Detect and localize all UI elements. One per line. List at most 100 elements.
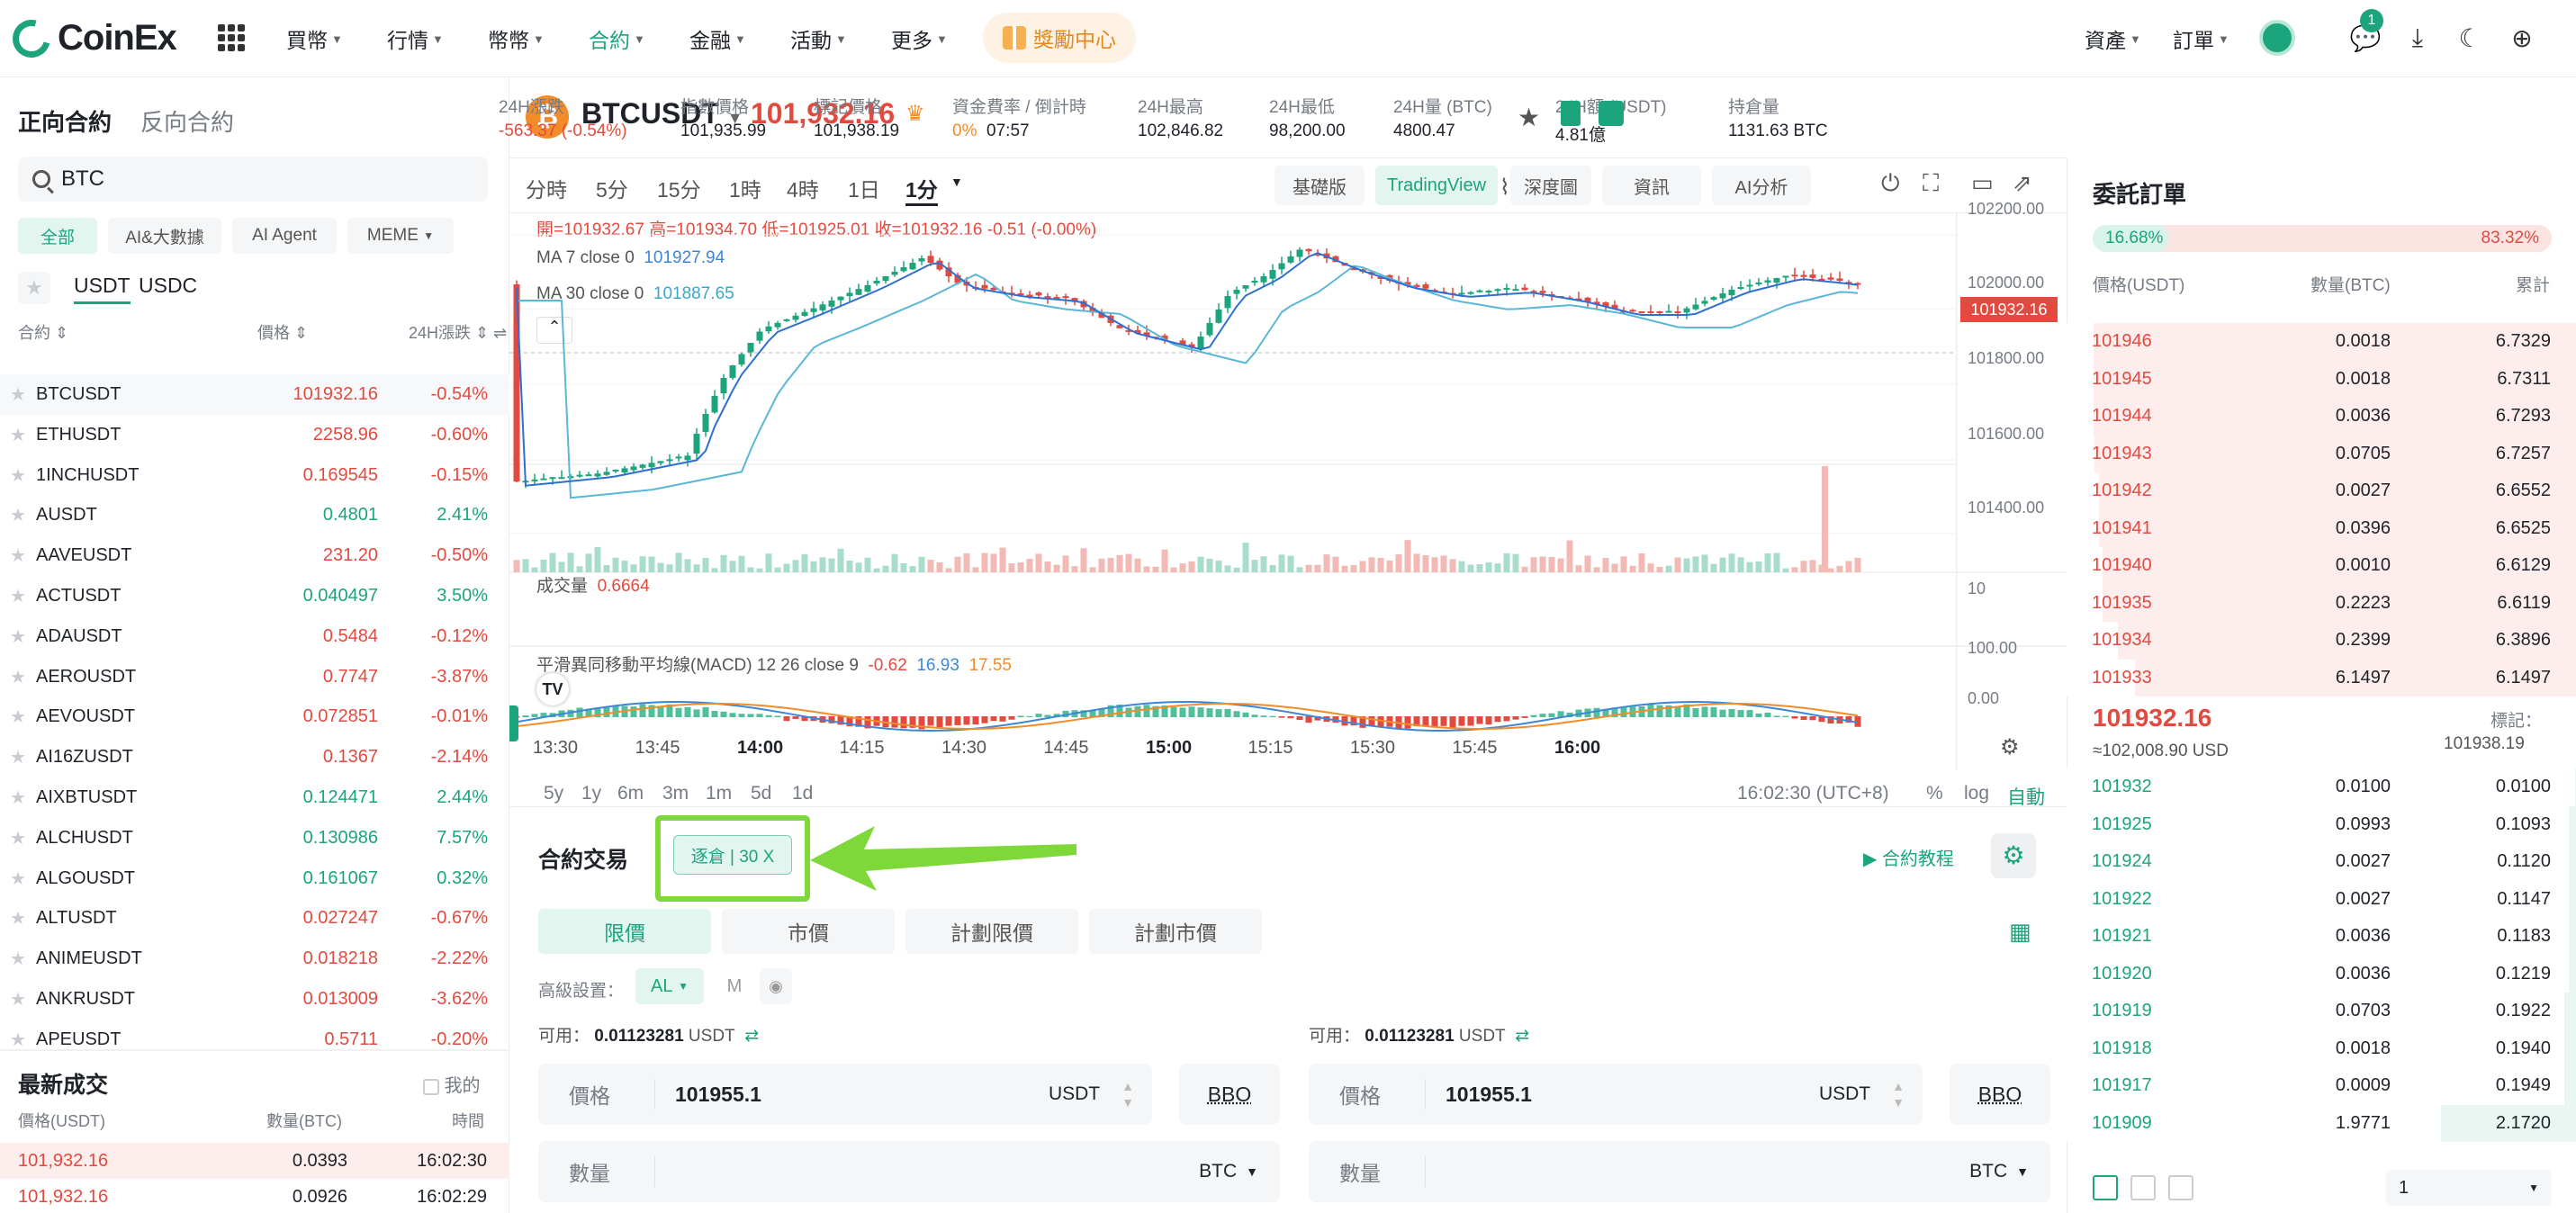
star-icon[interactable]: ★: [0, 1029, 36, 1051]
view-4[interactable]: AI分析: [1712, 166, 1811, 205]
bid-row[interactable]: 101917 0.0009 0.1949: [2067, 1067, 2576, 1105]
ask-row[interactable]: 101944 0.0036 6.7293: [2067, 398, 2576, 436]
coinex-logo[interactable]: CoinEx: [13, 18, 176, 58]
col-price[interactable]: 價格 ⇕: [257, 320, 308, 344]
timeframe-3[interactable]: 1時: [729, 173, 761, 203]
futures-tutorial-link[interactable]: ▶ 合約教程: [1863, 844, 1954, 870]
trade-settings-icon[interactable]: ⚙: [1991, 833, 2036, 878]
bid-row[interactable]: 101920 0.0036 0.1219: [2067, 956, 2576, 993]
ask-row[interactable]: 101940 0.0010 6.6129: [2067, 547, 2576, 585]
timeframe-2[interactable]: 15分: [657, 173, 701, 203]
view-0[interactable]: 基礎版: [1274, 166, 1365, 205]
bid-row[interactable]: 101918 0.0018 0.1940: [2067, 1030, 2576, 1068]
bid-row[interactable]: 101924 0.0027 0.1120: [2067, 843, 2576, 881]
range-3m[interactable]: 3m: [662, 783, 689, 804]
timeframe-dropdown-icon[interactable]: ▼: [950, 175, 963, 189]
nav-more[interactable]: 更多 ▼: [891, 23, 948, 54]
candlestick-chart[interactable]: [509, 212, 2067, 806]
bid-row[interactable]: 101921 0.0036 0.1183: [2067, 918, 2576, 956]
market-row[interactable]: ★ ALTUSDT 0.027247 -0.67%: [0, 898, 509, 939]
price-input[interactable]: 價格 101955.1 USDT ▲ ▼: [538, 1064, 1152, 1125]
nav-futures[interactable]: 合約 ▼: [589, 23, 645, 54]
bid-row[interactable]: 101909 1.9771 2.1720: [2067, 1105, 2576, 1143]
share-icon[interactable]: ⇗: [2013, 169, 2032, 197]
ob-asks-icon[interactable]: [2168, 1175, 2193, 1200]
tab-market[interactable]: 市價: [722, 909, 895, 954]
star-icon[interactable]: ★: [0, 504, 36, 526]
book-icon[interactable]: [1561, 101, 1581, 126]
star-icon[interactable]: ★: [0, 867, 36, 890]
star-icon[interactable]: ★: [0, 585, 36, 607]
timeframe-4[interactable]: 4時: [787, 173, 819, 203]
bid-row[interactable]: 101932 0.0100 0.0100: [2067, 768, 2576, 806]
nav-spot[interactable]: 幣幣 ▼: [488, 23, 545, 54]
sidebar-toggle[interactable]: [509, 705, 518, 741]
tab-coin-futures[interactable]: 反向合約: [140, 104, 234, 138]
view-1[interactable]: TradingView: [1375, 166, 1498, 205]
quantity-input[interactable]: 數量 BTC ▼: [1309, 1141, 2050, 1202]
star-icon[interactable]: ★: [0, 383, 36, 406]
depth-select[interactable]: 1 ▼: [2386, 1170, 2552, 1206]
fullscreen-icon[interactable]: ⛶: [1923, 169, 1939, 198]
search-input[interactable]: BTC: [18, 157, 488, 202]
nav-assets[interactable]: 資產 ▼: [2085, 23, 2141, 54]
nav-orders[interactable]: 訂單 ▼: [2173, 23, 2229, 54]
market-row[interactable]: ★ ANKRUSDT 0.013009 -3.62%: [0, 979, 509, 1020]
price-input[interactable]: 價格 101955.1 USDT ▲ ▼: [1309, 1064, 1923, 1125]
star-icon[interactable]: ★: [0, 827, 36, 849]
favorite-star-icon[interactable]: ★: [1518, 103, 1540, 132]
nav-activities[interactable]: 活動 ▼: [790, 23, 847, 54]
star-icon[interactable]: ★: [0, 705, 36, 728]
transfer-icon[interactable]: ⇄: [1515, 1027, 1529, 1046]
tab-stop-limit[interactable]: 計劃限價: [905, 909, 1078, 954]
ask-row[interactable]: 101942 0.0027 6.6552: [2067, 472, 2576, 510]
market-row[interactable]: ★ ADAUSDT 0.5484 -0.12%: [0, 616, 509, 657]
star-icon[interactable]: ★: [0, 424, 36, 446]
ob-both-icon[interactable]: [2093, 1175, 2118, 1200]
range-6m[interactable]: 6m: [617, 783, 644, 804]
chip-ai-agent[interactable]: AI Agent: [232, 218, 337, 254]
col-contract[interactable]: 合約 ⇕: [18, 320, 68, 344]
layout-icon[interactable]: ▭: [1971, 169, 1994, 197]
market-row[interactable]: ★ AEVOUSDT 0.072851 -0.01%: [0, 696, 509, 737]
ask-row[interactable]: 101943 0.0705 6.7257: [2067, 436, 2576, 473]
star-icon[interactable]: ★: [0, 948, 36, 970]
timeframe-1[interactable]: 5分: [596, 173, 628, 203]
ask-row[interactable]: 101941 0.0396 6.6525: [2067, 510, 2576, 548]
grid-layout-icon[interactable]: ▦: [2009, 918, 2031, 946]
market-row[interactable]: ★ ANIMEUSDT 0.018218 -2.22%: [0, 939, 509, 979]
ask-row[interactable]: 101933 6.1497 6.1497: [2067, 660, 2576, 697]
globe-icon[interactable]: ⊕: [2504, 20, 2540, 56]
view-2[interactable]: 深度圖: [1510, 166, 1591, 205]
star-icon[interactable]: ★: [0, 544, 36, 567]
stepper-icon[interactable]: ▲ ▼: [1892, 1078, 1905, 1110]
log-toggle[interactable]: log: [1964, 783, 1989, 804]
transfer-icon[interactable]: ⇄: [744, 1027, 759, 1046]
my-trades-toggle[interactable]: 我的: [423, 1071, 481, 1097]
range-1d[interactable]: 1d: [792, 783, 813, 804]
ask-row[interactable]: 101946 0.0018 6.7329: [2067, 323, 2576, 361]
tab-limit[interactable]: 限價: [538, 909, 711, 954]
market-row[interactable]: ★ AUSDT 0.4801 2.41%: [0, 495, 509, 535]
market-row[interactable]: ★ 1INCHUSDT 0.169545 -0.15%: [0, 455, 509, 496]
nav-markets[interactable]: 行情 ▼: [387, 23, 444, 54]
tab-usdt[interactable]: USDT: [74, 274, 131, 304]
col-change[interactable]: 24H漲跌 ⇕ ⇌: [409, 320, 507, 344]
star-icon[interactable]: ★: [0, 988, 36, 1011]
market-row[interactable]: ★ ALCHUSDT 0.130986 7.57%: [0, 818, 509, 858]
market-row[interactable]: ★ AIXBTUSDT 0.124471 2.44%: [0, 777, 509, 818]
apps-grid-icon[interactable]: [218, 24, 245, 51]
market-row[interactable]: ★ ETHUSDT 2258.96 -0.60%: [0, 415, 509, 455]
bbo-button[interactable]: BBO: [1950, 1064, 2050, 1125]
range-1y[interactable]: 1y: [581, 783, 601, 804]
chart-settings-icon[interactable]: ⚙: [2000, 734, 2020, 760]
eye-icon[interactable]: ◉: [760, 968, 792, 1004]
ask-row[interactable]: 101945 0.0018 6.7311: [2067, 361, 2576, 399]
timeframe-6[interactable]: 1分: [905, 173, 938, 206]
nav-buy-crypto[interactable]: 買幣 ▼: [286, 23, 343, 54]
range-5y[interactable]: 5y: [544, 783, 563, 804]
star-icon[interactable]: ★: [0, 786, 36, 809]
power-icon[interactable]: ⏻: [1881, 169, 1900, 198]
m-toggle[interactable]: M: [715, 968, 754, 1004]
chip-all[interactable]: 全部: [18, 218, 97, 254]
